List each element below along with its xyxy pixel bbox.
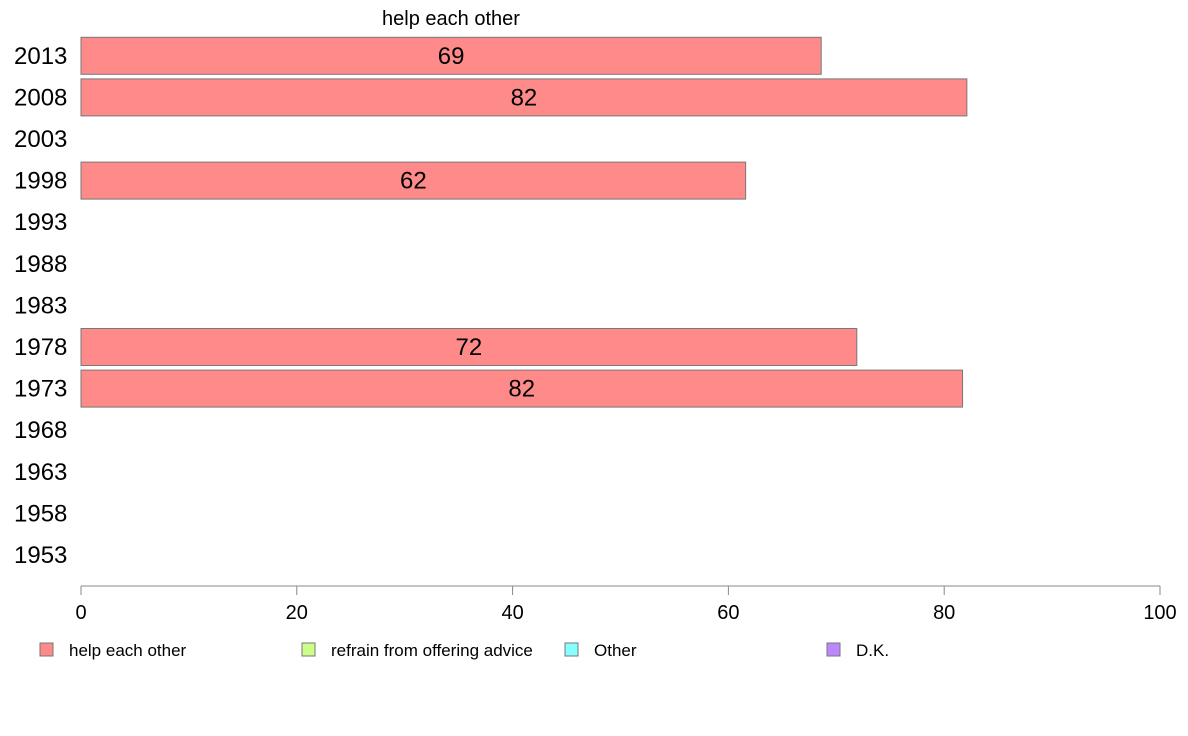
- bar: [80, 328, 858, 366]
- legend-label: D.K.: [856, 641, 889, 660]
- y-tick-label: 1973: [14, 376, 67, 403]
- x-tick-label: 40: [501, 602, 523, 624]
- y-tick-label: 1983: [14, 292, 67, 319]
- y-tick-label: 1968: [14, 417, 67, 444]
- legend-swatch: [301, 642, 316, 657]
- series-title: help each other: [382, 8, 520, 30]
- x-tick-label: 100: [1143, 602, 1176, 624]
- y-tick-label: 1963: [14, 459, 67, 486]
- bar: [80, 36, 822, 75]
- legend-swatch: [564, 642, 579, 657]
- x-axis: 0 20 40 60 80 100: [75, 585, 1177, 624]
- y-tick-label: 1953: [14, 542, 67, 569]
- x-tick-label: 80: [933, 602, 955, 624]
- y-tick-label: 1988: [14, 251, 67, 278]
- y-tick-label: 1998: [14, 168, 67, 195]
- bar-value-label: 72: [456, 334, 483, 361]
- legend: help each other refrain from offering adv…: [39, 641, 889, 660]
- bar: [80, 369, 964, 408]
- legend-swatch: [39, 642, 54, 657]
- x-tick-label: 60: [717, 602, 739, 624]
- bar-value-label: 69: [438, 43, 465, 70]
- y-tick-label: 1978: [14, 334, 67, 361]
- bar: [80, 78, 968, 117]
- legend-label: refrain from offering advice: [331, 641, 533, 660]
- y-tick-label: 1958: [14, 500, 67, 527]
- y-tick-label: 1993: [14, 209, 67, 236]
- y-tick-label: 2003: [14, 126, 67, 153]
- bars: 69 82 62 72 82: [80, 36, 968, 408]
- legend-swatch: [826, 642, 841, 657]
- y-tick-label: 2008: [14, 84, 67, 111]
- x-tick-label: 0: [75, 602, 86, 624]
- y-axis-labels: 2013 2008 2003 1998 1993 1988 1983 1978 1973 1968…: [14, 43, 67, 569]
- bar-value-label: 82: [511, 84, 538, 111]
- legend-label: help each other: [69, 641, 187, 660]
- y-tick-label: 2013: [14, 43, 67, 70]
- bar-value-label: 62: [400, 168, 427, 195]
- x-tick-label: 20: [286, 602, 308, 624]
- legend-label: Other: [594, 641, 637, 660]
- bar-value-label: 82: [508, 376, 535, 403]
- bar: [80, 161, 747, 200]
